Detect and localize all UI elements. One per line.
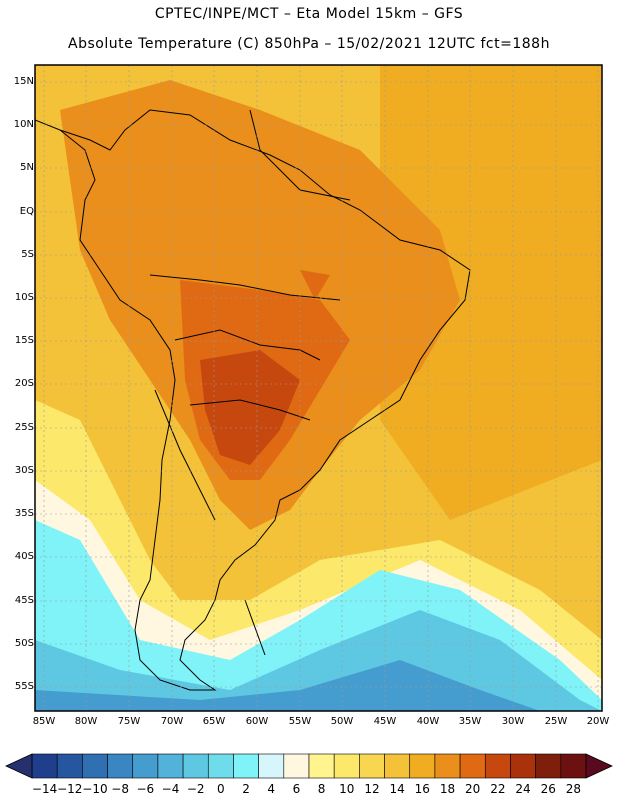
- lat-label: 20S: [14, 378, 34, 389]
- lon-label: 70W: [160, 716, 184, 727]
- colorbar-label: 24: [515, 782, 531, 796]
- colorbar-label: 12: [364, 782, 380, 796]
- lon-label: 85W: [32, 716, 56, 727]
- colorbar-cell: [359, 753, 385, 779]
- colorbar-label: 18: [439, 782, 456, 796]
- colorbar-over-arrow: [585, 753, 613, 779]
- colorbar-cell: [182, 753, 209, 779]
- colorbar-label: 4: [267, 782, 276, 796]
- colorbar-label: −2: [186, 782, 205, 796]
- colorbar-cell: [56, 753, 83, 779]
- lon-label: 75W: [117, 716, 141, 727]
- colorbar-cell: [409, 753, 436, 779]
- lat-label: 5N: [20, 162, 34, 173]
- colorbar-cell: [258, 753, 285, 779]
- colorbar-cell: [510, 753, 536, 779]
- colorbar-cell: [560, 753, 587, 779]
- colorbar-label: 26: [540, 782, 556, 796]
- colorbar-label: 22: [490, 782, 506, 796]
- colorbar-label: −14: [31, 782, 58, 796]
- lat-label: 25S: [14, 422, 34, 433]
- lon-label: 40W: [416, 716, 440, 727]
- colorbar-label: 0: [217, 782, 225, 796]
- colorbar-label: −6: [136, 782, 155, 796]
- colorbar-label: 20: [465, 782, 481, 796]
- colorbar-cell: [333, 753, 360, 779]
- colorbar-cell: [207, 753, 234, 779]
- band-16c: [380, 65, 602, 520]
- colorbar-under-arrow: [5, 753, 33, 779]
- lon-label: 60W: [245, 716, 269, 727]
- colorbar-label: −10: [82, 782, 108, 796]
- band-22c: [200, 350, 300, 465]
- lat-label: 30S: [14, 465, 34, 476]
- lat-label: 55S: [14, 681, 34, 692]
- colorbar-label: 2: [242, 782, 250, 796]
- colorbar-label: 10: [339, 782, 355, 796]
- lat-label: 45S: [14, 595, 34, 606]
- lat-label: EQ: [19, 206, 34, 217]
- colorbar-cell: [459, 753, 486, 779]
- temperature-map: [34, 64, 603, 712]
- colorbar-label: −8: [111, 782, 129, 796]
- lat-label: 15N: [13, 76, 34, 87]
- colorbar-cell: [535, 753, 562, 779]
- colorbar-cell: [31, 753, 58, 779]
- lon-label: 80W: [74, 716, 98, 727]
- colorbar-label: 14: [389, 782, 405, 796]
- colorbar-cell: [82, 753, 108, 779]
- lon-label: 45W: [373, 716, 397, 727]
- colorbar-label: 6: [292, 782, 301, 796]
- lat-label: 35S: [14, 508, 34, 519]
- colorbar-cell: [132, 753, 159, 779]
- temperature-field: [35, 65, 602, 711]
- colorbar-cell: [107, 753, 134, 779]
- colorbar-label: 28: [565, 782, 582, 796]
- title-line-2: Absolute Temperature (C) 850hPa – 15/02/…: [68, 36, 550, 52]
- map-frame: [34, 64, 603, 712]
- lat-label: 10S: [14, 292, 34, 303]
- colorbar-cell: [308, 753, 335, 779]
- colorbar-cell: [157, 753, 184, 779]
- lon-label: 55W: [288, 716, 312, 727]
- band-neg6c: [35, 660, 540, 711]
- lon-label: 35W: [458, 716, 482, 727]
- lat-label: 40S: [14, 551, 34, 562]
- title-line-1: CPTEC/INPE/MCT – Eta Model 15km – GFS: [154, 6, 464, 22]
- colorbar-cell: [283, 753, 310, 779]
- lat-label: 10N: [13, 119, 34, 130]
- colorbar: [5, 753, 613, 779]
- colorbar-label: 16: [414, 782, 430, 796]
- lon-label: 65W: [202, 716, 226, 727]
- lon-label: 30W: [501, 716, 525, 727]
- lat-label: 15S: [14, 335, 34, 346]
- colorbar-cell: [384, 753, 411, 779]
- colorbar-label: −4: [161, 782, 180, 796]
- coastlines: [35, 109, 471, 691]
- colorbar-label: −12: [57, 782, 83, 796]
- lon-label: 50W: [330, 716, 354, 727]
- lon-label: 20W: [586, 716, 610, 727]
- lat-label: 5S: [21, 249, 34, 260]
- colorbar-cell: [233, 753, 259, 779]
- lon-label: 25W: [544, 716, 568, 727]
- colorbar-label: 8: [317, 782, 326, 796]
- colorbar-cell: [484, 753, 511, 779]
- lat-label: 50S: [14, 638, 34, 649]
- colorbar-cell: [434, 753, 461, 779]
